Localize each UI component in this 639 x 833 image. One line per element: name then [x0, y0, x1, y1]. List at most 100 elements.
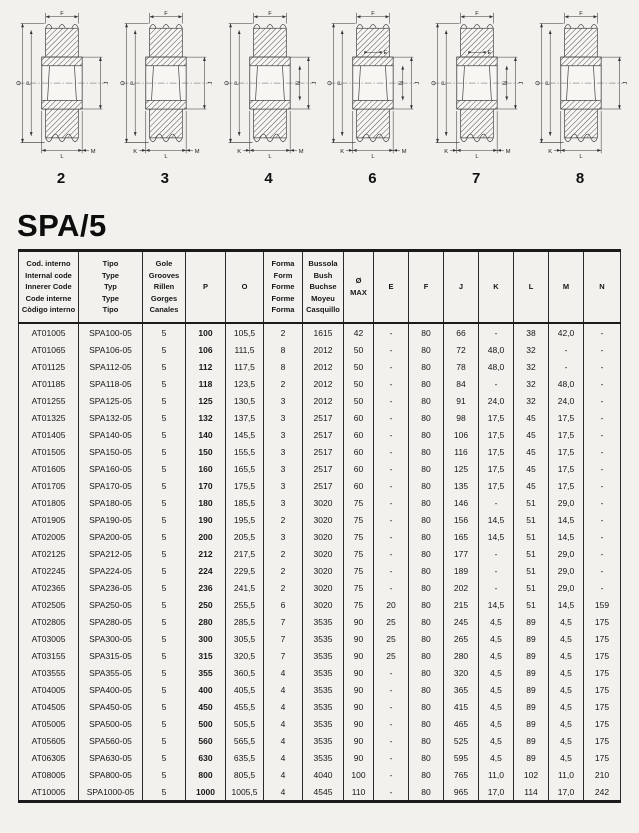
table-cell: 4,5 [478, 664, 514, 681]
table-cell: 3535 [302, 647, 344, 664]
table-cell: 560 [185, 732, 226, 749]
table-cell: AT04005 [18, 681, 79, 698]
table-cell: 14,5 [548, 528, 584, 545]
table-header: Cod. interno Internal code Innerer Code Cod… [18, 250, 621, 324]
dim-j: J [393, 56, 422, 110]
table-cell: 170 [185, 477, 226, 494]
table-cell: SPA125-05 [78, 392, 143, 409]
svg-text:P: P [27, 81, 33, 85]
dim-k: K [548, 149, 561, 155]
table-cell: 132 [185, 409, 226, 426]
table-cell: - [373, 409, 409, 426]
table-cell: 5 [142, 647, 186, 664]
dim-f: F [356, 11, 390, 24]
table-cell: 5 [142, 766, 186, 783]
table-cell: 80 [408, 596, 444, 613]
table-cell: AT03155 [18, 647, 79, 664]
table-cell: 175,5 [225, 477, 264, 494]
svg-text:O: O [17, 80, 23, 85]
table-cell: 24,0 [548, 392, 584, 409]
pulley-cross-section-drawing: F O P J [432, 11, 525, 160]
table-cell: 285,5 [225, 613, 264, 630]
table-cell: 1615 [302, 323, 344, 341]
table-row: AT04005 SPA400-05 5 400 405,5 4 3535 90-80 365 4,… [18, 681, 621, 698]
column-header: E [373, 250, 409, 324]
table-cell: 320,5 [225, 647, 264, 664]
table-cell: 89 [513, 681, 549, 698]
dim-o: O [17, 23, 45, 143]
svg-text:K: K [341, 149, 345, 155]
svg-text:K: K [548, 149, 552, 155]
table-cell: 80 [408, 545, 444, 562]
dim-l: L [456, 110, 498, 160]
table-cell: AT03005 [18, 630, 79, 647]
table-cell: 48,0 [548, 375, 584, 392]
table-cell: 32 [513, 392, 549, 409]
svg-text:M: M [195, 149, 200, 155]
table-cell: 51 [513, 545, 549, 562]
table-cell: 255,5 [225, 596, 264, 613]
table-cell: 29,0 [548, 494, 584, 511]
table-cell: 3 [263, 460, 303, 477]
table-cell: 2517 [302, 460, 344, 477]
table-cell: 25 [373, 630, 409, 647]
table-cell: - [478, 375, 514, 392]
table-cell: 75 [343, 528, 374, 545]
dim-m: M [185, 149, 200, 155]
table-row: AT01325 SPA132-05 5 132 137,5 3 2517 60-80 98 17,… [18, 409, 621, 426]
column-header: K [478, 250, 514, 324]
dim-p: P [131, 30, 137, 136]
dim-f: F [149, 11, 183, 24]
table-cell: 5 [142, 749, 186, 766]
table-cell: 75 [343, 596, 374, 613]
table-cell: 805,5 [225, 766, 264, 783]
table-cell: 175 [583, 630, 621, 647]
table-cell: - [373, 392, 409, 409]
table-cell: 212 [185, 545, 226, 562]
table-cell: 5 [142, 511, 186, 528]
table-cell: 5 [142, 562, 186, 579]
table-cell: 17,5 [478, 477, 514, 494]
dim-j: J [185, 56, 214, 110]
table-cell: 5 [142, 426, 186, 443]
svg-text:O: O [224, 80, 230, 85]
svg-text:J: J [519, 82, 525, 85]
table-cell: 2 [263, 511, 303, 528]
dim-l: L [41, 110, 83, 160]
svg-text:O: O [432, 80, 438, 85]
svg-text:J: J [104, 82, 110, 85]
table-cell: AT01405 [18, 426, 79, 443]
table-cell: 90 [343, 681, 374, 698]
table-cell: 800 [185, 766, 226, 783]
table-cell: 3535 [302, 681, 344, 698]
table-cell: 415 [443, 698, 479, 715]
table-cell: AT02805 [18, 613, 79, 630]
table-cell: 5 [142, 341, 186, 358]
table-cell: - [373, 426, 409, 443]
table-cell: 5 [142, 630, 186, 647]
table-cell: 5 [142, 392, 186, 409]
table-cell: SPA100-05 [78, 323, 143, 341]
table-cell: AT01605 [18, 460, 79, 477]
table-cell: AT02245 [18, 562, 79, 579]
table-cell: - [478, 562, 514, 579]
table-cell: 45 [513, 426, 549, 443]
table-cell: 4,5 [478, 749, 514, 766]
table-cell: 315 [185, 647, 226, 664]
table-cell: 80 [408, 511, 444, 528]
table-cell: 4 [263, 664, 303, 681]
table-cell: 229,5 [225, 562, 264, 579]
table-cell: 2517 [302, 443, 344, 460]
table-cell: 80 [408, 358, 444, 375]
table-cell: 112 [185, 358, 226, 375]
table-cell: AT03555 [18, 664, 79, 681]
table-cell: 3020 [302, 528, 344, 545]
table-cell: 525 [443, 732, 479, 749]
table-row: AT02505 SPA250-05 5 250 255,5 6 3020 75 20 80 215 1… [18, 596, 621, 613]
table-cell: - [583, 545, 621, 562]
table-cell: 3535 [302, 715, 344, 732]
table-cell: 245 [443, 613, 479, 630]
table-cell: 130,5 [225, 392, 264, 409]
table-cell: 89 [513, 664, 549, 681]
table-row: AT02805 SPA280-05 5 280 285,5 7 3535 90 25 80 245 4… [18, 613, 621, 630]
